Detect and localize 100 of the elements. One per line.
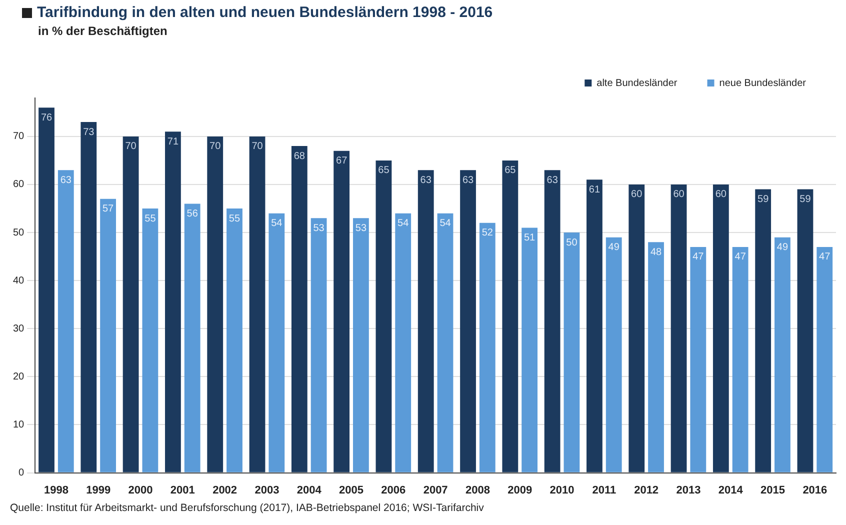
data-label: 59	[758, 194, 770, 206]
x-tick-label: 2010	[550, 484, 574, 496]
legend-label: neue Bundesländer	[719, 78, 807, 89]
data-label: 60	[715, 189, 727, 200]
data-label: 76	[40, 112, 53, 124]
x-tick-label: 1998	[44, 484, 68, 496]
x-tick-label: 2008	[465, 484, 490, 496]
bar	[732, 246, 748, 472]
x-tick-label: 2011	[592, 484, 616, 496]
x-tick-label: 2012	[634, 484, 659, 496]
data-label: 53	[355, 222, 367, 234]
bar	[249, 136, 266, 472]
x-tick-label: 2004	[296, 484, 322, 496]
bar	[38, 108, 54, 472]
data-label: 55	[228, 213, 240, 224]
bar	[502, 160, 518, 472]
chart-title: Tarifbindung in den alten und neuen Bundesländern 1998 - 2016	[37, 4, 493, 21]
bar	[690, 246, 706, 472]
bar	[797, 189, 814, 472]
data-label: 53	[313, 222, 325, 234]
x-tick-label: 2014	[718, 484, 744, 496]
data-label: 54	[271, 218, 283, 230]
bar	[376, 160, 392, 472]
data-label: 70	[125, 141, 137, 152]
bar	[165, 132, 181, 472]
bar	[207, 136, 224, 472]
bar	[522, 228, 538, 472]
x-tick-label: 2005	[339, 484, 364, 496]
data-label: 59	[800, 194, 812, 206]
bar	[100, 198, 116, 472]
data-label: 48	[650, 246, 662, 258]
data-label: 47	[734, 252, 746, 263]
x-tick-label: 2001	[170, 484, 195, 496]
x-tick-label: 2016	[802, 484, 828, 496]
bar	[226, 208, 242, 472]
bar	[268, 213, 285, 472]
x-tick-label: 2006	[381, 484, 406, 496]
chart-subtitle: in % der Beschäftigten	[38, 24, 168, 38]
bar	[310, 218, 327, 472]
bar	[460, 170, 476, 472]
bar	[755, 189, 772, 472]
data-label: 51	[524, 232, 536, 244]
y-tick-label: 0	[18, 468, 25, 479]
data-label: 60	[673, 189, 685, 200]
data-label: 68	[294, 150, 306, 162]
x-tick-label: 2000	[128, 484, 153, 496]
bar	[122, 136, 139, 472]
y-tick-label: 20	[13, 371, 25, 382]
data-label: 70	[252, 141, 264, 152]
bar	[437, 213, 454, 472]
data-label: 55	[144, 213, 156, 224]
x-tick-label: 2015	[760, 484, 786, 496]
bar	[648, 242, 664, 472]
bar	[80, 122, 97, 472]
y-tick-label: 60	[13, 179, 25, 190]
y-tick-label: 70	[13, 131, 25, 142]
x-tick-label: 2002	[212, 484, 238, 496]
data-label: 73	[83, 126, 95, 138]
data-label: 63	[546, 174, 558, 186]
bar	[564, 232, 580, 472]
bar	[628, 184, 645, 472]
y-tick-label: 30	[13, 323, 25, 334]
source-note: Quelle: Institut für Arbeitsmarkt- und Berufsforschung (2017), IAB-Betriebspanel 2016; WSI-Tarifarchiv	[10, 502, 484, 514]
bar	[670, 184, 687, 472]
data-label: 67	[336, 156, 348, 167]
data-label: 54	[440, 218, 452, 230]
bar	[184, 204, 200, 472]
x-tick-label: 1999	[86, 484, 111, 496]
bar	[291, 146, 308, 472]
y-tick-label: 40	[13, 275, 25, 286]
bar	[58, 170, 74, 472]
data-label: 47	[692, 252, 704, 263]
data-label: 50	[566, 237, 578, 248]
y-tick-label: 10	[13, 420, 25, 430]
data-label: 49	[608, 242, 620, 254]
data-label: 47	[819, 252, 831, 263]
bar	[395, 213, 412, 472]
data-label: 60	[631, 189, 643, 200]
data-label: 63	[60, 174, 72, 186]
bar	[544, 170, 560, 472]
data-label: 52	[482, 228, 494, 239]
y-tick-label: 50	[13, 227, 25, 238]
data-label: 56	[186, 208, 198, 220]
data-label: 65	[504, 165, 516, 176]
data-label: 63	[420, 174, 432, 186]
bar	[142, 208, 158, 472]
bar	[418, 170, 434, 472]
data-label: 49	[776, 242, 788, 254]
data-label: 63	[462, 174, 474, 186]
bar	[353, 218, 369, 472]
data-label: 54	[398, 218, 410, 230]
x-tick-label: 2003	[254, 484, 280, 496]
data-label: 71	[167, 136, 179, 148]
data-label: 57	[102, 204, 114, 215]
legend-label: alte Bundesländer	[596, 78, 678, 89]
bar	[816, 246, 833, 472]
data-label: 65	[378, 165, 390, 176]
x-tick-label: 2007	[423, 484, 448, 496]
x-tick-label: 2009	[508, 484, 532, 496]
x-tick-label: 2013	[676, 484, 701, 496]
